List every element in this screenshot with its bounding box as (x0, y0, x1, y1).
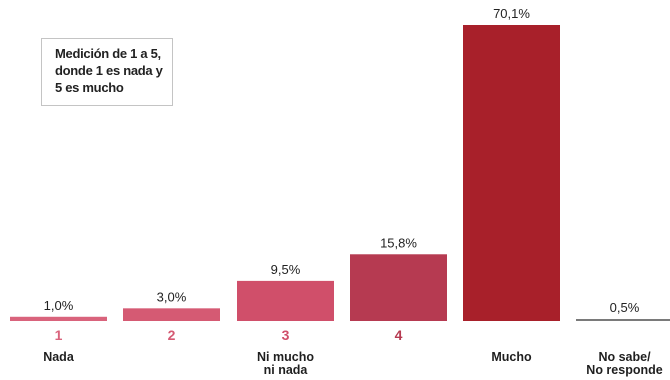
value-label-1: 3,0% (157, 289, 187, 304)
value-label-2: 9,5% (271, 262, 301, 277)
scale-note: Medición de 1 a 5, donde 1 es nada y 5 e… (41, 38, 173, 106)
category-caption-2-1: ni nada (264, 363, 309, 377)
category-number-0: 1 (55, 327, 63, 343)
value-label-5: 0,5% (610, 300, 640, 315)
category-number-3: 4 (395, 327, 403, 343)
bar-1 (123, 308, 220, 321)
bar-3 (350, 254, 447, 321)
value-label-3: 15,8% (380, 235, 417, 250)
bar-4 (463, 25, 560, 321)
bar-5 (576, 319, 670, 321)
bar-2 (237, 280, 334, 321)
category-caption-2-0: Ni mucho (257, 350, 314, 364)
value-label-0: 1,0% (44, 298, 74, 313)
category-number-4: 5 (508, 327, 516, 343)
bar-0 (10, 316, 107, 321)
category-number-1: 2 (168, 327, 176, 343)
category-caption-4-0: Mucho (491, 350, 532, 364)
scale-note-line-2: donde 1 es nada y (55, 63, 163, 78)
category-caption-0-0: Nada (43, 350, 75, 364)
scale-note-line-1: Medición de 1 a 5, (55, 46, 161, 61)
scale-note-line-3: 5 es mucho (55, 80, 124, 95)
value-label-4: 70,1% (493, 6, 530, 21)
category-caption-5-1: No responde (586, 363, 662, 377)
category-number-2: 3 (282, 327, 290, 343)
category-caption-5-0: No sabe/ (598, 350, 651, 364)
